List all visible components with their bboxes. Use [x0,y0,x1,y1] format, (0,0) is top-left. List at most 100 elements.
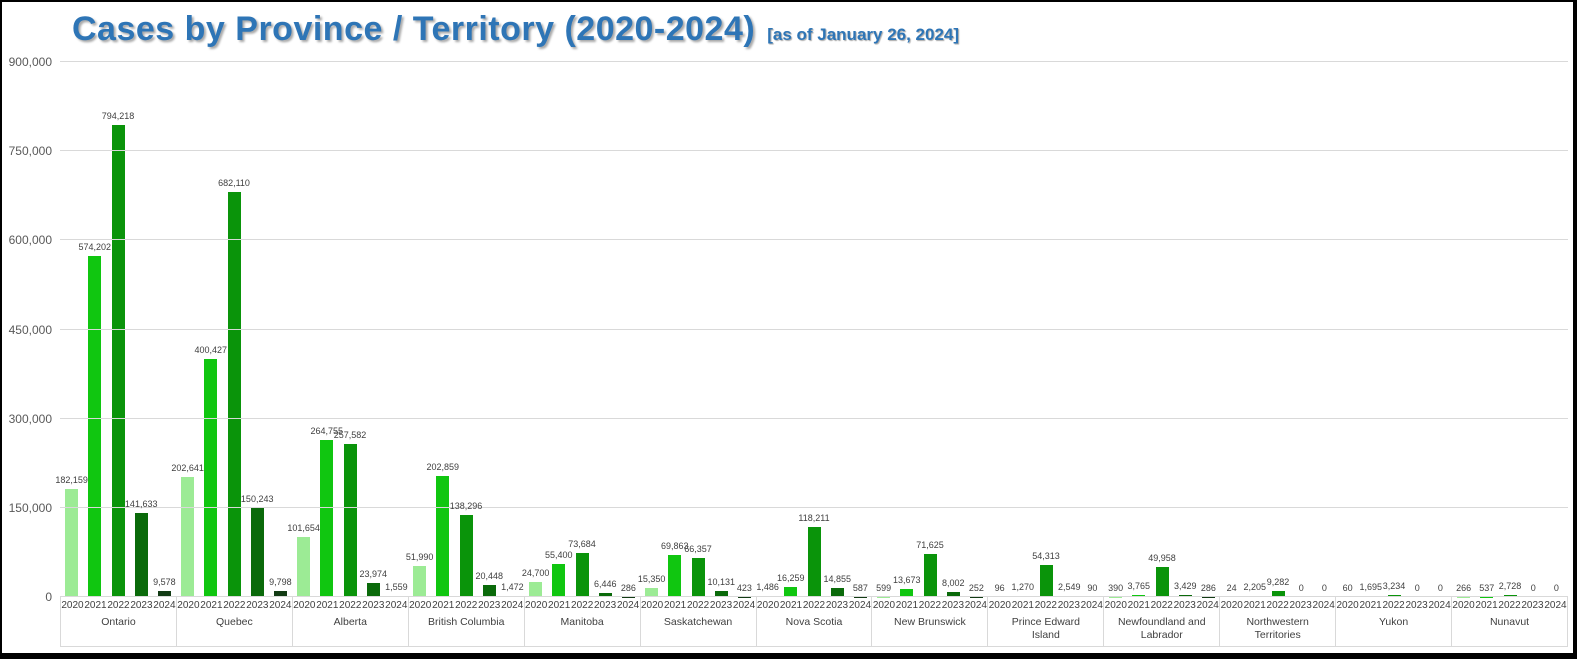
year-labels-row: 2020 2021 2022 2023 2024 [525,597,640,611]
bar-ontario-2024[interactable] [157,591,171,597]
bar-newfoundland-and-labrador-2022[interactable] [1155,567,1169,597]
gridline-900-000 [60,61,1568,62]
province-label-northwestern-territories: Northwestern Territories [1246,616,1309,642]
bar-northwestern-territories-2022[interactable] [1271,591,1285,597]
year-label: 2022 [802,600,826,611]
year-label: 2020 [1104,600,1127,611]
bar-new-brunswick-2021[interactable] [900,588,914,597]
bar-manitoba-2021[interactable] [552,564,566,597]
bar-prince-edward-island-2022[interactable] [1039,564,1053,597]
x-axis-group-nunavut: 2020 2021 2022 2023 2024 Nunavut [1451,597,1568,647]
bar-nova-scotia-2021[interactable] [784,587,798,597]
bar-british-columbia-2023[interactable] [482,584,496,597]
bar-saskatchewan-2022[interactable] [691,557,705,597]
bar-value-label: 1,695 [1359,582,1383,592]
bar-cell-alberta-2023: 23,974 [359,62,387,597]
bar-value-label: 286 [620,582,636,593]
bar-saskatchewan-2020[interactable] [645,587,659,597]
bar-alberta-2023[interactable] [366,582,380,597]
bar-cell-british-columbia-2023: 20,448 [475,62,503,597]
year-labels-row: 2020 2021 2022 2023 2024 [641,597,756,611]
year-label: 2022 [686,600,710,611]
year-label: 2020 [872,600,896,611]
bar-british-columbia-2021[interactable] [436,476,450,597]
year-labels-row: 2020 2021 2022 2023 2024 [177,597,292,611]
x-axis-group-alberta: 2020 2021 2022 2023 2024 Alberta [291,597,408,647]
bar-manitoba-2020[interactable] [529,582,543,597]
bar-saskatchewan-2021[interactable] [668,555,682,597]
bar-value-label: 60 [1342,582,1353,593]
bar-value-label: 14,855 [823,574,851,585]
year-label: 2021 [548,600,571,611]
bar-alberta-2022[interactable] [343,443,357,597]
bar-value-label: 266 [1456,582,1472,593]
chart-subtitle: [as of January 26, 2024] [767,25,960,44]
year-label: 2023 [709,600,733,611]
bar-ontario-2020[interactable] [65,488,79,597]
bar-manitoba-2023[interactable] [598,593,612,597]
bar-quebec-2020[interactable] [181,476,195,597]
bar-value-label: 682,110 [218,177,250,188]
bar-cell-alberta-2020: 101,654 [287,62,320,597]
province-label-ontario: Ontario [101,616,136,628]
y-tick-label: 900,000 [8,55,52,69]
bar-new-brunswick-2022[interactable] [923,554,937,597]
year-label: 2021 [1243,600,1266,611]
bar-alberta-2020[interactable] [297,536,311,597]
y-axis: 0 150,000 300,000 450,000 600,000 750,000 900,… [2,55,54,604]
bar-british-columbia-2022[interactable] [459,514,473,597]
bar-cell-nunavut-2021: 537 [1475,62,1498,597]
bar-value-label: 3,765 [1127,580,1151,591]
province-label-yukon: Yukon [1379,616,1409,628]
bar-value-label: 20,448 [475,570,503,581]
bar-nova-scotia-2023[interactable] [830,588,844,597]
bar-alberta-2021[interactable] [320,439,334,597]
bar-british-columbia-2020[interactable] [413,566,427,597]
year-label: 2021 [663,600,687,611]
bar-quebec-2024[interactable] [273,591,287,597]
year-label: 2022 [1266,600,1289,611]
bar-cell-ontario-2021: 574,202 [79,62,111,597]
bar-quebec-2023[interactable] [250,507,264,597]
year-label: 2022 [339,600,362,611]
province-label-new-brunswick: New Brunswick [894,616,966,628]
bar-value-label: 794,218 [101,110,135,121]
year-label: 2023 [825,600,849,611]
bar-value-label: 24,700 [521,568,550,579]
bar-nova-scotia-2022[interactable] [807,526,821,597]
bar-cell-newfoundland-and-labrador-2020: 390 [1104,62,1127,597]
bar-value-label: 202,641 [171,462,204,473]
bar-ontario-2023[interactable] [134,512,148,597]
year-label: 2022 [223,600,246,611]
bar-saskatchewan-2023[interactable] [714,590,728,597]
bar-ontario-2022[interactable] [111,124,125,597]
bar-quebec-2022[interactable] [227,191,241,597]
province-label-british-columbia: British Columbia [428,616,505,628]
bar-cell-british-columbia-2021: 202,859 [427,62,459,597]
bar-value-label: 0 [1437,583,1443,593]
bar-cell-nova-scotia-2020: 1,486 [756,62,779,597]
bar-new-brunswick-2023[interactable] [946,592,960,597]
bar-value-label: 1,559 [385,582,408,593]
province-label-alberta: Alberta [333,616,367,628]
bar-ontario-2021[interactable] [88,255,102,597]
bar-value-label: 118,211 [798,512,830,523]
bar-cell-newfoundland-and-labrador-2024: 286 [1197,62,1220,597]
bar-cell-northwestern-territories-2022: 9,282 [1266,62,1289,597]
bar-value-label: 264,755 [310,425,344,436]
bar-cell-manitoba-2020: 24,700 [521,62,550,597]
bar-newfoundland-and-labrador-2023[interactable] [1178,594,1192,597]
year-labels-row: 2020 2021 2022 2023 2024 [293,597,408,611]
bar-value-label: 69,863 [661,541,689,552]
year-label: 2020 [756,600,780,611]
bar-manitoba-2022[interactable] [575,553,589,597]
bar-value-label: 9,282 [1266,577,1290,588]
y-tick-label: 0 [45,590,52,604]
year-label: 2024 [1312,600,1335,611]
bar-quebec-2021[interactable] [204,358,218,597]
bar-newfoundland-and-labrador-2021[interactable] [1132,594,1146,597]
bar-cell-northwestern-territories-2023: 0 [1290,62,1313,597]
year-label: 2023 [1057,600,1080,611]
bar-cell-yukon-2023: 0 [1406,62,1429,597]
bar-value-label: 9,578 [153,577,176,588]
